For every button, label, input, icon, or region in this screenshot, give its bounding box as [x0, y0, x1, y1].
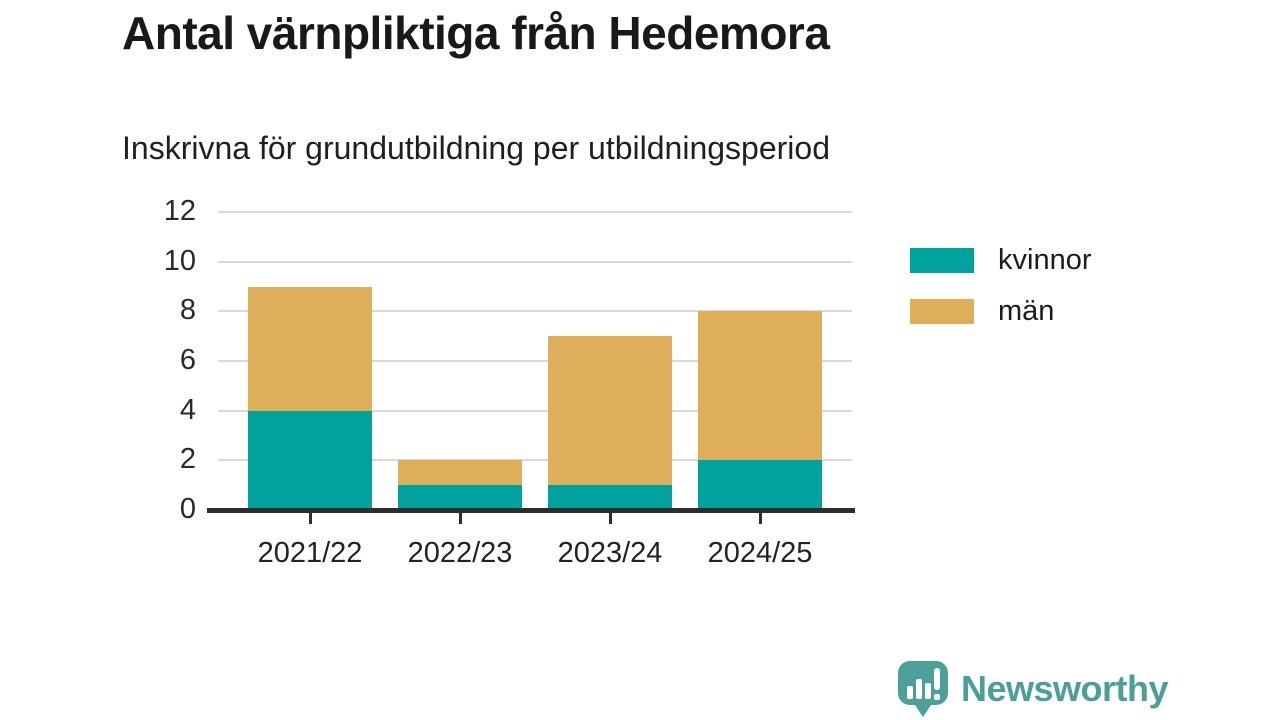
- bar-segment-mn: [698, 311, 822, 461]
- x-axis-tick: [308, 513, 312, 524]
- bar-segment-kvinnor: [248, 410, 372, 510]
- x-axis-tick: [608, 513, 612, 524]
- x-axis-line: [207, 508, 855, 513]
- y-axis-tick-label: 12: [163, 195, 196, 228]
- y-gridline: [218, 409, 852, 412]
- y-axis-tick-label: 10: [163, 244, 196, 277]
- brand-name: Newsworthy: [961, 668, 1169, 709]
- bar-segment-kvinnor: [398, 485, 522, 510]
- y-gridline: [218, 260, 852, 263]
- legend-item: män: [910, 297, 1092, 326]
- chart-legend: kvinnor män: [910, 246, 1092, 348]
- y-gridline: [218, 360, 852, 363]
- y-axis-tick-label: 0: [179, 493, 196, 525]
- y-axis-tick-label: 8: [179, 294, 196, 327]
- x-axis-tick-label: 2021/22: [257, 537, 363, 569]
- bar-segment-mn: [398, 460, 522, 486]
- y-axis-tick-label: 4: [179, 393, 196, 426]
- x-axis-tick-label: 2023/24: [557, 537, 663, 569]
- y-gridline: [218, 459, 852, 462]
- legend-swatch: [910, 248, 974, 273]
- legend-label: kvinnor: [998, 244, 1092, 276]
- x-axis-tick: [458, 513, 462, 524]
- brand-footer: Newsworthy: [897, 660, 1169, 718]
- legend-label: män: [998, 295, 1055, 327]
- chart-subtitle: Inskrivna för grundutbildning per utbild…: [122, 130, 830, 166]
- legend-swatch: [910, 299, 974, 324]
- x-axis-tick-label: 2024/25: [707, 537, 813, 569]
- bar-segment-mn: [548, 336, 672, 486]
- x-axis-tick: [758, 513, 762, 524]
- bar-segment-mn: [248, 286, 372, 411]
- y-gridline: [218, 310, 852, 313]
- x-axis-tick-label: 2022/23: [407, 537, 513, 569]
- y-axis-tick-label: 2: [179, 443, 196, 476]
- bar-segment-kvinnor: [548, 485, 672, 510]
- y-axis-tick-label: 6: [179, 344, 196, 377]
- y-gridline: [218, 211, 852, 214]
- chart-title: Antal värnpliktiga från Hedemora: [122, 7, 830, 59]
- bar-segment-kvinnor: [698, 460, 822, 510]
- legend-item: kvinnor: [910, 246, 1092, 275]
- newsworthy-bubble-chart-icon: [898, 661, 948, 717]
